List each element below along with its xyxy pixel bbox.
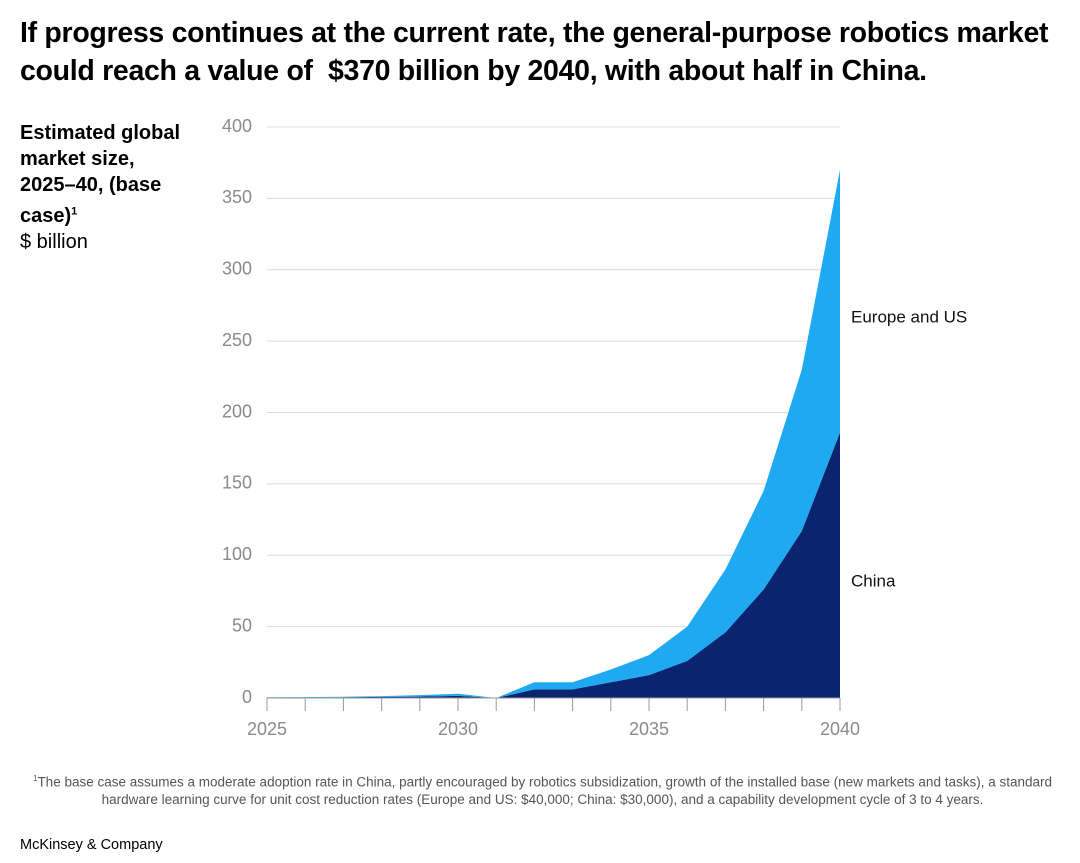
legend-label: China (851, 572, 896, 591)
y-tick-label: 400 (222, 116, 252, 136)
y-axis-label: Estimated global market size, 2025–40, (… (20, 120, 190, 255)
x-tick-label: 2040 (820, 719, 860, 739)
y-tick-label: 100 (222, 544, 252, 564)
y-tick-label: 200 (222, 401, 252, 421)
y-tick-label: 50 (232, 615, 252, 635)
y-label: Estimated global market size, 2025–40, (… (20, 122, 181, 227)
y-tick-label: 300 (222, 259, 252, 279)
source: McKinsey & Company (20, 837, 163, 853)
y-unit: $ billion (20, 230, 88, 253)
x-tick-label: 2030 (438, 719, 478, 739)
x-tick-label: 2025 (247, 719, 287, 739)
chart-title: If progress continues at the current rat… (20, 17, 1056, 87)
x-tick-label: 2035 (629, 719, 669, 739)
y-tick-label: 350 (222, 187, 252, 207)
footnote-marker: 1 (32, 774, 38, 783)
footnote-text: The base case assumes a moderate adoptio… (37, 774, 1053, 807)
y-label-note: 1 (71, 205, 78, 217)
y-tick-label: 150 (222, 473, 252, 493)
y-tick-label: 0 (242, 687, 252, 707)
y-tick-label: 250 (222, 330, 252, 350)
area (267, 432, 840, 698)
legend-label: Europe and US (851, 308, 967, 327)
footnote: 1The base case assumes a moderate adopti… (20, 770, 1065, 808)
